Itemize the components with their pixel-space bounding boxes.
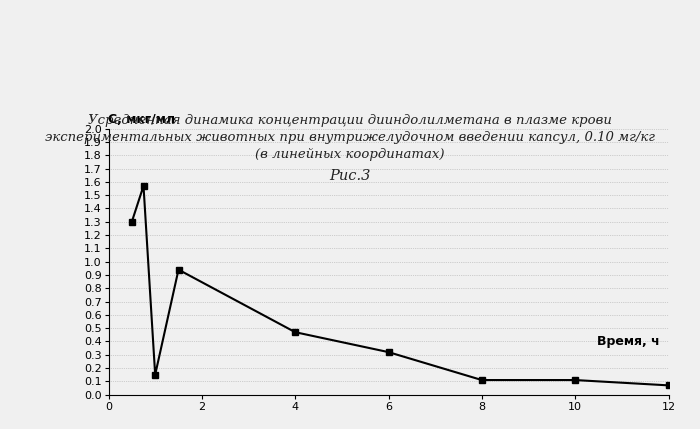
Text: экспериментальных животных при внутрижелудочном введении капсул, 0.10 мг/кг: экспериментальных животных при внутрижел…: [45, 131, 655, 144]
Text: Время, ч: Время, ч: [598, 335, 660, 348]
Text: Рис.3: Рис.3: [329, 169, 371, 184]
Text: С, мкг/мл: С, мкг/мл: [108, 113, 176, 126]
Text: Усредненная динамика концентрации дииндолилметана в плазме крови: Усредненная динамика концентрации дииндо…: [88, 114, 612, 127]
Text: (в линейных координатах): (в линейных координатах): [256, 148, 444, 161]
